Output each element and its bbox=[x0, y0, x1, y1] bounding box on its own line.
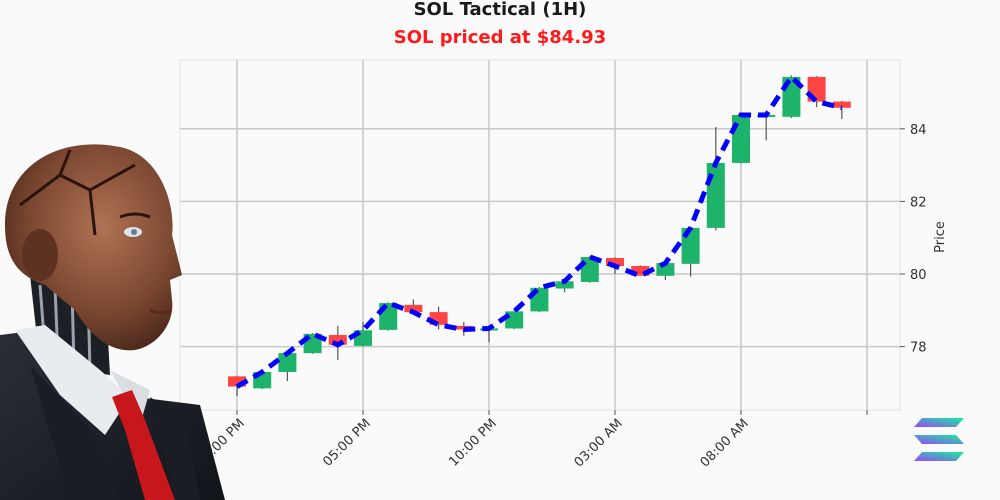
grid-lines bbox=[180, 60, 900, 410]
candle bbox=[706, 162, 725, 228]
solana-logo-icon bbox=[914, 418, 964, 461]
price-subtitle: SOL priced at $84.93 bbox=[393, 27, 607, 48]
candle bbox=[228, 376, 246, 387]
y-tick-label: 84 bbox=[910, 123, 927, 138]
candle bbox=[328, 334, 347, 345]
candle bbox=[555, 281, 574, 289]
robot-businessman-illustration bbox=[0, 144, 225, 500]
candles bbox=[228, 75, 851, 396]
candle bbox=[631, 266, 650, 276]
y-axis-label: Price bbox=[933, 221, 948, 253]
y-axis: 78 80 82 84 bbox=[900, 123, 927, 356]
candle bbox=[606, 258, 624, 267]
candle bbox=[832, 101, 851, 108]
x-tick-label: 10:00 PM bbox=[446, 416, 499, 469]
candle bbox=[505, 311, 524, 329]
chart-title: SOL Tactical (1H) bbox=[413, 0, 587, 20]
x-axis: 12:00 PM 05:00 PM 10:00 PM 03:00 AM 08:00 AM bbox=[194, 410, 868, 470]
candle bbox=[404, 304, 423, 313]
y-tick-label: 82 bbox=[910, 195, 927, 210]
x-tick-label: 05:00 PM bbox=[320, 416, 373, 469]
y-tick-label: 78 bbox=[910, 341, 927, 356]
y-tick-label: 80 bbox=[910, 268, 927, 283]
candle bbox=[278, 353, 297, 373]
x-tick-label: 08:00 AM bbox=[698, 416, 752, 470]
x-tick-label: 03:00 AM bbox=[572, 416, 626, 470]
close-price-line bbox=[235, 72, 843, 389]
plot-frame bbox=[179, 59, 901, 411]
